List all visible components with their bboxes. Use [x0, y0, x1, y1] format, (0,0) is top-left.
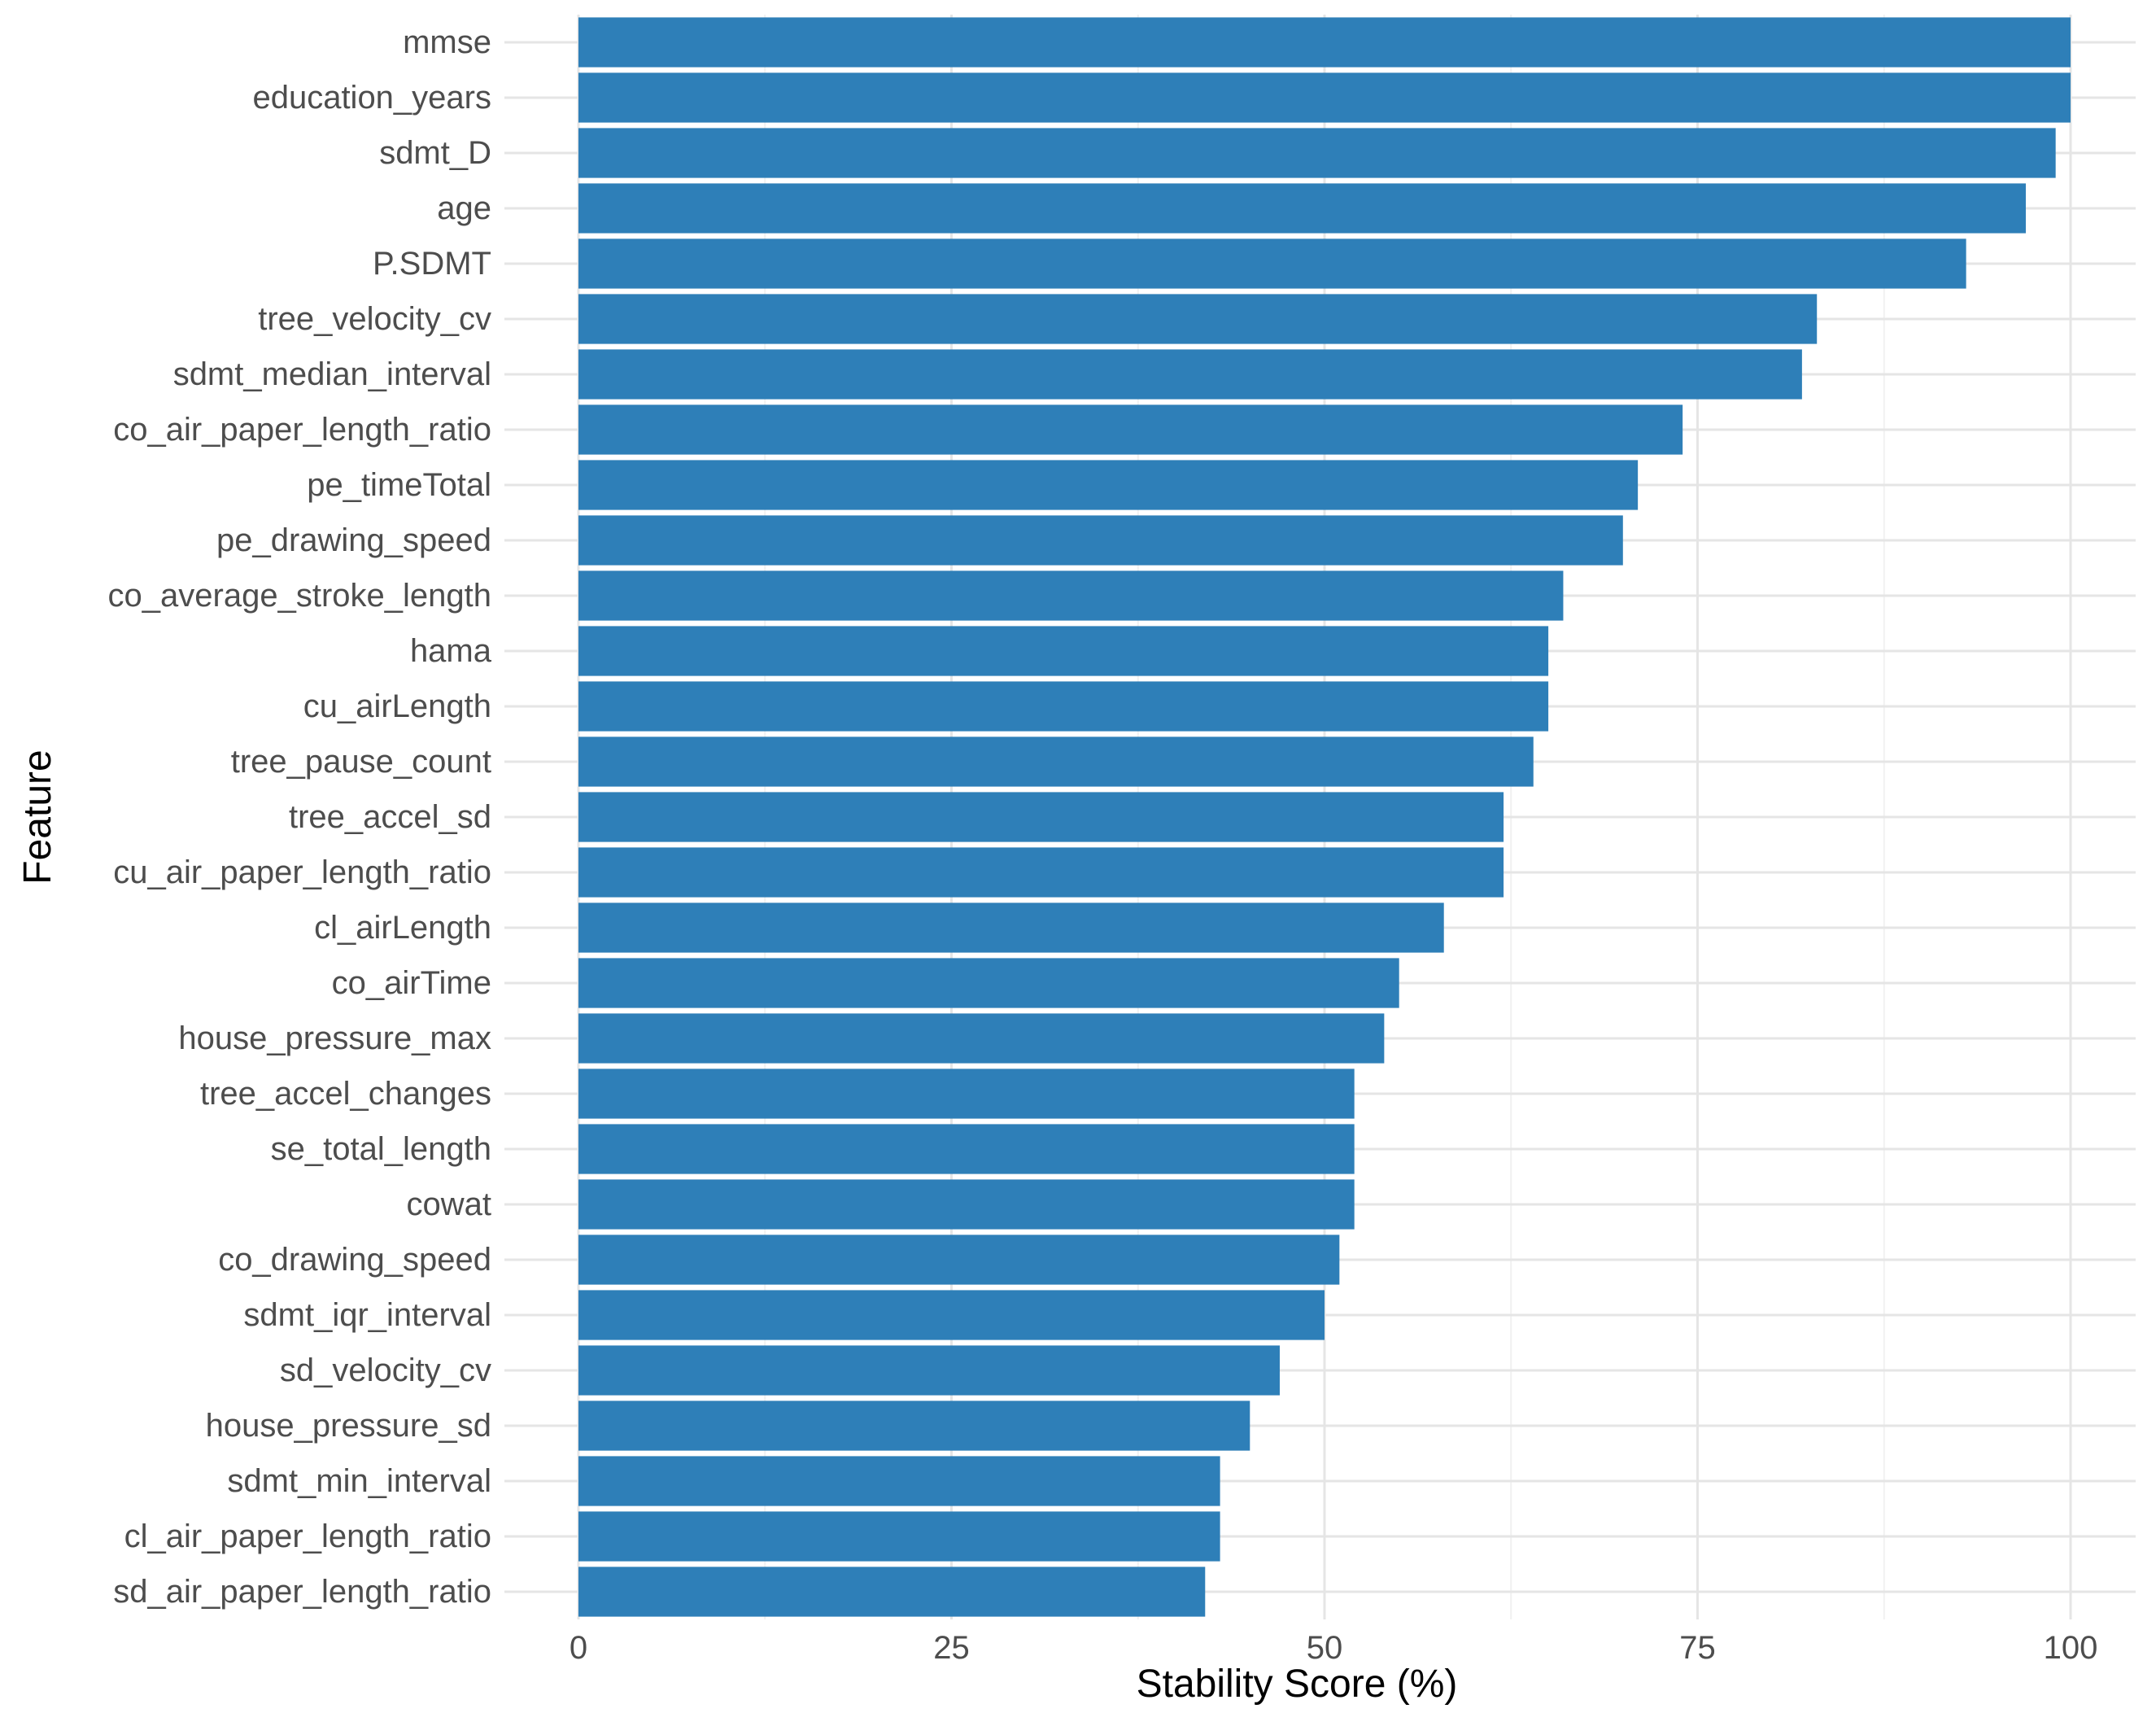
y-tick-label: hama [410, 633, 492, 669]
bars [578, 17, 2071, 1617]
y-tick-label: house_pressure_max [178, 1020, 491, 1056]
y-tick-label: education_years [252, 80, 491, 116]
bar [578, 736, 1534, 787]
bar [578, 1567, 1206, 1617]
y-tick-label: pe_timeTotal [307, 467, 491, 503]
bar [578, 17, 2071, 68]
bar [578, 570, 1564, 621]
bar [578, 626, 1549, 676]
bar [578, 72, 2071, 123]
x-tick-label: 100 [2044, 1630, 2098, 1666]
bar [578, 128, 2056, 178]
bar [578, 958, 1399, 1008]
y-tick-label: co_average_stroke_length [108, 578, 491, 614]
bar [578, 902, 1444, 953]
y-tick-label: sdmt_iqr_interval [243, 1297, 491, 1333]
bar [578, 238, 1966, 289]
x-axis-title: Stability Score (%) [1137, 1663, 1458, 1706]
bar [578, 792, 1504, 842]
y-tick-label: tree_velocity_cv [258, 301, 491, 337]
bar [578, 349, 1802, 400]
y-tick-label: pe_drawing_speed [216, 522, 491, 558]
y-tick-label: tree_pause_count [231, 744, 491, 780]
y-tick-label: tree_accel_sd [289, 799, 491, 835]
y-tick-label: co_air_paper_length_ratio [113, 412, 491, 448]
y-tick-label: co_drawing_speed [218, 1242, 491, 1278]
y-tick-label: sdmt_median_interval [173, 356, 491, 392]
bar [578, 1013, 1385, 1064]
bar [578, 1179, 1355, 1230]
bar [578, 1124, 1355, 1174]
y-tick-label: age [437, 190, 491, 226]
bar [578, 1345, 1280, 1396]
bar [578, 1068, 1355, 1119]
y-tick-label: tree_accel_changes [200, 1076, 491, 1112]
bar [578, 1511, 1220, 1562]
y-axis-title: Feature [16, 749, 59, 884]
bar [578, 1401, 1250, 1451]
bar [578, 681, 1549, 732]
x-tick-label: 75 [1679, 1630, 1716, 1666]
bar [578, 1456, 1220, 1506]
x-tick-label: 25 [933, 1630, 970, 1666]
x-tick-labels: 0 25 50 75 100 [570, 1630, 2098, 1666]
x-tick-label: 0 [570, 1630, 587, 1666]
y-tick-label: sdmt_min_interval [227, 1463, 491, 1499]
y-tick-label: se_total_length [271, 1131, 491, 1167]
y-tick-label: sd_air_paper_length_ratio [113, 1574, 491, 1610]
bar [578, 460, 1639, 510]
y-tick-label: cu_airLength [303, 688, 491, 724]
y-tick-label: cu_air_paper_length_ratio [113, 854, 491, 890]
y-tick-label: co_airTime [332, 965, 491, 1001]
bar [578, 183, 2026, 234]
y-tick-label: cowat [407, 1186, 492, 1222]
bar [578, 1234, 1340, 1285]
y-tick-label: sd_velocity_cv [280, 1352, 491, 1388]
y-tick-label: cl_air_paper_length_ratio [124, 1519, 491, 1554]
bar [578, 847, 1504, 898]
x-tick-label: 50 [1307, 1630, 1343, 1666]
bar [578, 294, 1818, 344]
y-tick-label: house_pressure_sd [206, 1408, 491, 1444]
y-tick-label: P.SDMT [373, 246, 491, 282]
y-tick-label: mmse [403, 24, 491, 60]
y-tick-label: sdmt_D [379, 135, 491, 171]
bar [578, 515, 1623, 566]
bar [578, 1290, 1325, 1340]
y-tick-label: cl_airLength [314, 910, 491, 946]
bar [578, 404, 1683, 455]
